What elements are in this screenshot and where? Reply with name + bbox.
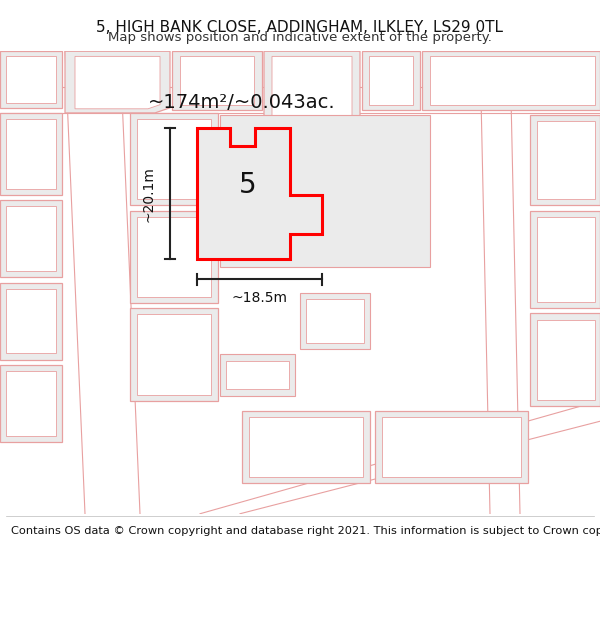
Polygon shape (6, 289, 56, 353)
Polygon shape (382, 417, 521, 477)
Text: Contains OS data © Crown copyright and database right 2021. This information is : Contains OS data © Crown copyright and d… (11, 526, 600, 536)
Polygon shape (180, 56, 254, 105)
Text: ~20.1m: ~20.1m (141, 166, 155, 221)
Polygon shape (6, 56, 56, 102)
Polygon shape (530, 115, 600, 206)
Polygon shape (362, 51, 420, 110)
Polygon shape (430, 56, 595, 105)
Polygon shape (220, 354, 295, 396)
Text: 5, HIGH BANK CLOSE, ADDINGHAM, ILKLEY, LS29 0TL: 5, HIGH BANK CLOSE, ADDINGHAM, ILKLEY, L… (97, 20, 503, 35)
Polygon shape (530, 313, 600, 406)
Polygon shape (226, 361, 289, 389)
Text: ~174m²/~0.043ac.: ~174m²/~0.043ac. (148, 93, 335, 112)
Text: 5: 5 (239, 171, 257, 199)
Polygon shape (6, 371, 56, 436)
Polygon shape (0, 51, 62, 107)
Polygon shape (0, 200, 62, 278)
Polygon shape (130, 308, 218, 401)
Polygon shape (137, 119, 211, 199)
Polygon shape (137, 314, 211, 394)
Polygon shape (0, 365, 62, 442)
Polygon shape (537, 217, 595, 302)
Polygon shape (75, 56, 160, 109)
Polygon shape (137, 217, 211, 297)
Polygon shape (130, 113, 218, 206)
Polygon shape (530, 211, 600, 308)
Polygon shape (264, 51, 360, 159)
Polygon shape (249, 417, 363, 477)
Polygon shape (369, 56, 413, 105)
Polygon shape (65, 51, 170, 113)
Polygon shape (197, 128, 322, 259)
Polygon shape (375, 411, 528, 483)
Polygon shape (130, 211, 218, 303)
Polygon shape (0, 282, 62, 359)
Polygon shape (300, 292, 370, 349)
Polygon shape (0, 113, 62, 195)
Polygon shape (242, 411, 370, 483)
Text: ~18.5m: ~18.5m (232, 291, 287, 305)
Polygon shape (422, 51, 600, 110)
Polygon shape (537, 319, 595, 399)
Polygon shape (220, 115, 430, 267)
Polygon shape (537, 121, 595, 199)
Polygon shape (6, 119, 56, 189)
Polygon shape (172, 51, 262, 110)
Polygon shape (272, 56, 352, 156)
Text: Map shows position and indicative extent of the property.: Map shows position and indicative extent… (108, 31, 492, 44)
Polygon shape (306, 299, 364, 343)
Polygon shape (6, 206, 56, 271)
